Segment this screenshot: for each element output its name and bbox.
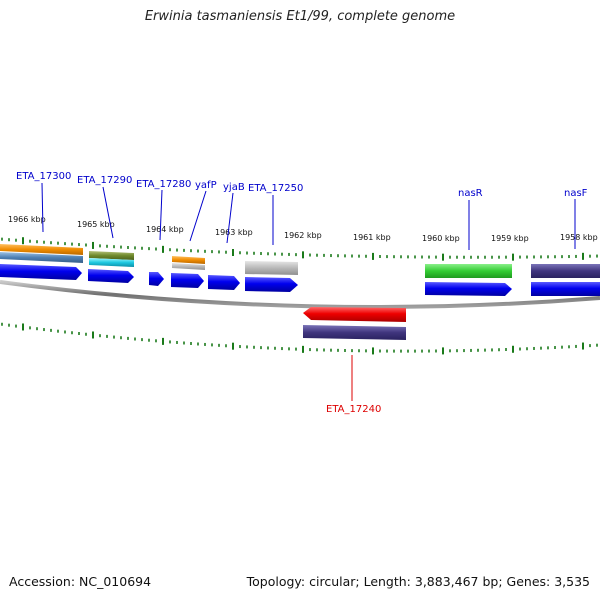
feature-box[interactable] xyxy=(172,256,205,264)
gene-arrow-yafp[interactable] xyxy=(171,273,204,288)
kbp-label: 1958 kbp xyxy=(560,233,598,242)
kbp-label: 1965 kbp xyxy=(77,220,115,229)
feature-box[interactable] xyxy=(89,251,134,260)
gene-arrow-eta-17250[interactable] xyxy=(245,277,298,292)
gene-label-eta-17280[interactable]: ETA_17280 xyxy=(136,179,191,190)
gene-arrow-nasf[interactable] xyxy=(531,282,600,296)
gene-arrow-yjab[interactable] xyxy=(208,275,240,290)
genome-backbone xyxy=(0,280,600,309)
kbp-ticks-upper xyxy=(1,237,598,261)
gene-arrow-eta-17240[interactable] xyxy=(303,307,406,322)
gene-label-eta-17250[interactable]: ETA_17250 xyxy=(248,183,303,194)
reverse-genes xyxy=(303,307,406,340)
gene-label-nasr[interactable]: nasR xyxy=(458,188,483,199)
label-leaders xyxy=(41,182,576,401)
gene-label-eta-17300[interactable]: ETA_17300 xyxy=(16,171,71,182)
feature-box[interactable] xyxy=(245,261,298,275)
feature-box[interactable] xyxy=(425,264,512,278)
gene-arrow-eta-17290[interactable] xyxy=(88,269,134,283)
map-title: Erwinia tasmaniensis Et1/99, complete ge… xyxy=(144,9,456,24)
gene-labels: ETA_17300 ETA_17290 ETA_17280 yafP yjaB … xyxy=(16,171,588,415)
gene-arrow-eta-17300[interactable] xyxy=(0,264,82,280)
kbp-label: 1966 kbp xyxy=(8,215,46,224)
kbp-ticks-lower xyxy=(1,322,598,355)
feature-box[interactable] xyxy=(89,258,134,267)
feature-box[interactable] xyxy=(303,325,406,340)
feature-box[interactable] xyxy=(0,252,83,263)
feature-box[interactable] xyxy=(531,264,600,278)
kbp-label: 1959 kbp xyxy=(491,234,529,243)
feature-box[interactable] xyxy=(172,263,205,270)
kbp-label: 1960 kbp xyxy=(422,234,460,243)
gene-label-eta-17290[interactable]: ETA_17290 xyxy=(77,175,132,186)
kbp-label: 1961 kbp xyxy=(353,233,391,242)
gene-label-nasf[interactable]: nasF xyxy=(564,188,588,199)
kbp-label: 1962 kbp xyxy=(284,231,322,240)
topology-text: Topology: circular; Length: 3,883,467 bp… xyxy=(246,574,590,589)
kbp-scale: 1966 kbp 1965 kbp 1964 kbp 1963 kbp 1962… xyxy=(8,215,598,243)
kbp-label: 1964 kbp xyxy=(146,225,184,234)
feature-box[interactable] xyxy=(0,244,83,255)
accession-text: Accession: NC_010694 xyxy=(9,574,152,589)
gene-arrow-nasr[interactable] xyxy=(425,282,512,296)
feature-track-upper xyxy=(0,244,600,278)
gene-label-yjab[interactable]: yjaB xyxy=(223,182,245,193)
kbp-label: 1963 kbp xyxy=(215,228,253,237)
gene-label-yafp[interactable]: yafP xyxy=(195,180,217,191)
gene-arrow-eta-17280[interactable] xyxy=(149,272,164,286)
gene-label-eta-17240[interactable]: ETA_17240 xyxy=(326,404,381,415)
forward-genes xyxy=(0,264,600,296)
